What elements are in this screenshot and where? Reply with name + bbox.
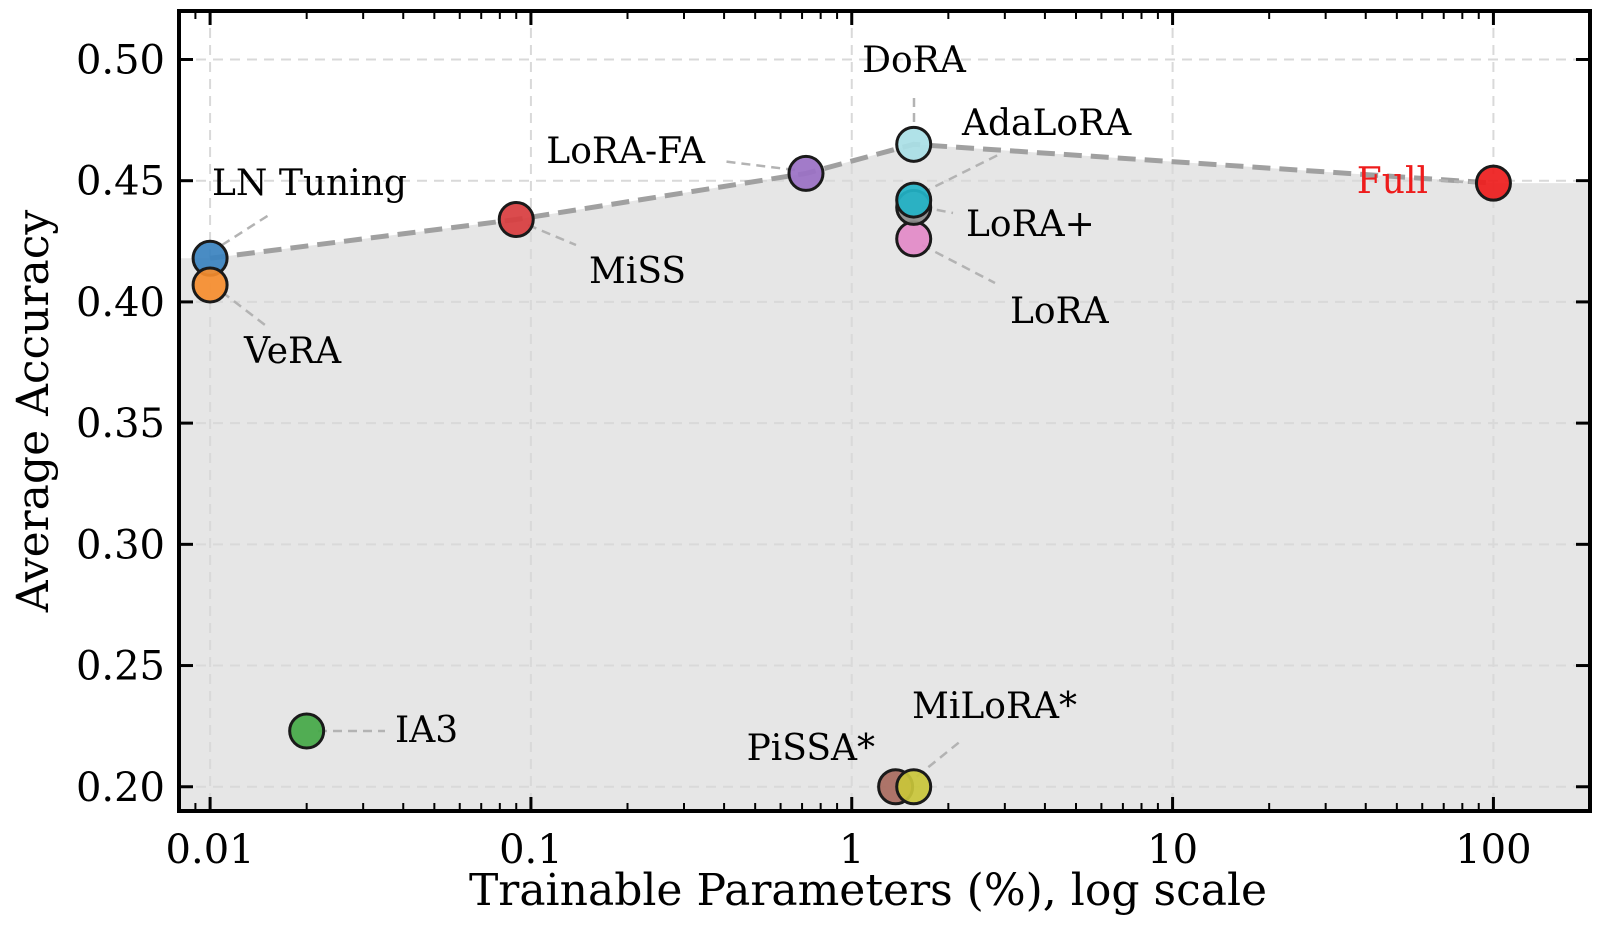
point-label-ln-tuning: LN Tuning: [212, 163, 407, 204]
axes-layer: [177, 9, 1592, 813]
leader-line-vera: [221, 291, 266, 326]
point-label-vera: VeRA: [243, 331, 342, 372]
point-label-milora: MiLoRA*: [912, 686, 1077, 727]
point-adalora: [895, 181, 933, 219]
point-label-lora: LoRA: [1010, 291, 1110, 332]
x-tick-label: 100: [1455, 827, 1531, 873]
leader-line-ln-tuning: [221, 211, 273, 247]
point-dora: [895, 125, 933, 163]
leader-line-full: [1434, 178, 1479, 185]
x-tick-label: 10: [1147, 827, 1198, 873]
point-label-dora: DoRA: [862, 40, 967, 81]
tick-layer: 0.01 0.1 1 10 100 0.20 0.25 0.30 0.35 0.40 0.45 0.5…: [76, 11, 1591, 873]
x-tick-label: 0.1: [499, 827, 563, 873]
leader-line-milora: [904, 739, 963, 787]
point-label-lora: LoRA+: [966, 204, 1095, 245]
leader-line-lora: [921, 243, 996, 285]
point-label-ia3: IA3: [395, 710, 458, 751]
point-lora: [895, 220, 933, 258]
y-tick-label: 0.45: [76, 159, 165, 205]
y-tick-label: 0.20: [76, 765, 165, 811]
y-tick-label: 0.25: [76, 644, 165, 690]
point-ia3: [288, 712, 326, 750]
leader-line-lora-fa: [720, 159, 796, 172]
y-tick-label: 0.30: [76, 522, 165, 568]
x-tick-label: 0.01: [166, 827, 255, 873]
point-label-adalora: AdaLoRA: [961, 103, 1132, 144]
grid-layer: [179, 11, 1590, 811]
point-vera: [191, 266, 229, 304]
point-lora-fa: [787, 154, 825, 192]
frontier-fill-layer: [179, 144, 1590, 812]
plot-frame: [177, 9, 1592, 813]
y-tick-label: 0.35: [76, 401, 165, 447]
point-label-lora-fa: LoRA-FA: [546, 131, 706, 172]
y-axis-title: Average Accuracy: [8, 210, 59, 614]
point-full: [1474, 164, 1512, 202]
point-label-full: Full: [1357, 161, 1428, 202]
point-label-pissa: PiSSA*: [747, 728, 875, 769]
point-layer: [191, 125, 1512, 806]
x-tick-label: 1: [839, 827, 864, 873]
x-axis-title: Trainable Parameters (%), log scale: [469, 865, 1267, 916]
point-miss: [497, 200, 535, 238]
point-milora: [895, 768, 933, 806]
point-label-miss: MiSS: [589, 251, 686, 292]
point-label-layer: LN Tuning VeRA MiSS LoRA-FA IA3 PiSSA* MiLoRA*…: [212, 40, 1428, 769]
y-tick-label: 0.40: [76, 280, 165, 326]
frontier-fill-area: [179, 144, 1590, 812]
leader-line-miss: [527, 223, 577, 247]
leader-line-layer: [221, 98, 1479, 787]
y-tick-label: 0.50: [76, 37, 165, 83]
